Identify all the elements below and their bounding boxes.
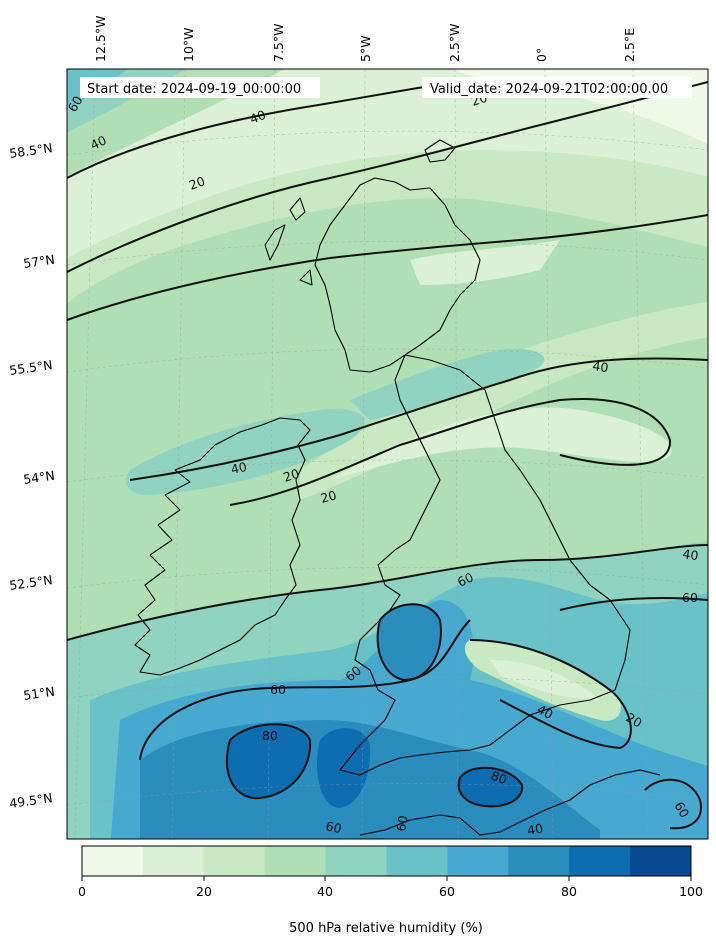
contour-60-wales bbox=[376, 603, 442, 682]
contour-label: 20 bbox=[187, 173, 207, 193]
france-coast bbox=[359, 769, 661, 836]
valid-date-label: Valid_date: 2024-09-21T02:00:00.00 bbox=[430, 82, 668, 97]
colorbar-swatch bbox=[447, 846, 509, 876]
colorbar-tick-label: 40 bbox=[317, 884, 333, 899]
lon-label: 2.5°E bbox=[622, 28, 637, 62]
contour-label: 40 bbox=[248, 107, 268, 127]
lon-label: 7.5°W bbox=[271, 24, 286, 63]
contour-label: 80 bbox=[262, 728, 278, 743]
contour-label: 40 bbox=[682, 546, 700, 563]
contour-40-east-england bbox=[469, 639, 632, 750]
colorbar-tick-label: 20 bbox=[196, 884, 212, 899]
colorbar-swatch bbox=[142, 846, 205, 876]
humidity-field bbox=[67, 69, 708, 839]
contour-label: 40 bbox=[230, 459, 249, 477]
england-wales-coast bbox=[339, 354, 631, 776]
colorbar-tick-label: 0 bbox=[78, 884, 86, 899]
band-10-20-mid bbox=[330, 407, 672, 480]
contour-label: 40 bbox=[592, 358, 610, 375]
band-10-20-north bbox=[67, 69, 708, 259]
contour-label: 20 bbox=[624, 710, 645, 731]
contour-label: 20 bbox=[281, 466, 301, 485]
band-40-50-ireland-north bbox=[126, 408, 365, 496]
coastlines bbox=[134, 139, 661, 836]
contour-40-mid bbox=[129, 357, 708, 481]
contour-80-west bbox=[225, 723, 312, 800]
contour-label: 60 bbox=[324, 818, 343, 836]
scotland-coast bbox=[314, 177, 481, 373]
colorbar-swatch bbox=[325, 846, 387, 876]
core-70-80-wales bbox=[377, 604, 441, 680]
orkney-coast bbox=[424, 139, 456, 163]
contour-80-east bbox=[457, 766, 524, 808]
lon-label: 5°W bbox=[358, 35, 373, 62]
contour-label: 40 bbox=[526, 820, 544, 838]
colorbar-label: 500 hPa relative humidity (%) bbox=[289, 921, 483, 936]
ireland-coast bbox=[134, 417, 311, 676]
contour-labels: 40 40 20 20 40 40 20 20 40 60 60 60 60 4… bbox=[65, 90, 700, 838]
colorbar-swatch bbox=[386, 846, 448, 876]
band-40-50-north-england bbox=[350, 348, 545, 420]
colorbar-swatch bbox=[264, 846, 327, 876]
hebrides-coast bbox=[264, 197, 313, 286]
contour-60-east bbox=[559, 597, 708, 611]
contour-20-mid bbox=[67, 214, 708, 321]
colorbar-frame bbox=[81, 845, 692, 877]
band-10-20-east-england bbox=[490, 660, 600, 700]
core-80-90-east bbox=[458, 767, 523, 807]
lon-label: 10°W bbox=[181, 27, 196, 62]
contour-label: 80 bbox=[489, 768, 509, 788]
colorbar-swatch bbox=[508, 846, 570, 876]
contour-20-north bbox=[67, 81, 708, 273]
contour-60-southeast bbox=[644, 778, 702, 830]
lon-label: 2.5°W bbox=[447, 24, 462, 63]
lat-label: 51°N bbox=[22, 684, 55, 703]
colorbar-swatch bbox=[569, 846, 631, 876]
valid-date-box bbox=[422, 77, 692, 98]
lat-label: 57°N bbox=[22, 252, 55, 271]
contour-60-south bbox=[139, 619, 471, 761]
lat-label: 58.5°N bbox=[8, 140, 53, 161]
contour-label: 40 bbox=[88, 132, 109, 152]
longitude-labels: 12.5°W 10°W 7.5°W 5°W 2.5°W 0° 2.5°E bbox=[93, 16, 637, 62]
contour-20-mid-loop bbox=[229, 398, 672, 506]
colorbar-tick-label: 80 bbox=[561, 884, 577, 899]
lon-label: 0° bbox=[534, 48, 549, 62]
colorbar-swatch bbox=[203, 846, 266, 876]
band-10-20-scotland bbox=[410, 240, 560, 285]
colorbar-tick-label: 100 bbox=[679, 884, 703, 899]
colorbar-swatch bbox=[630, 846, 692, 876]
contour-label: 60 bbox=[65, 93, 86, 114]
lon-label: 12.5°W bbox=[93, 16, 108, 62]
contour-label: 60 bbox=[270, 682, 286, 697]
contour-label: 40 bbox=[535, 701, 556, 722]
lat-label: 54°N bbox=[22, 468, 55, 487]
map-frame bbox=[66, 68, 709, 840]
contour-label: 60 bbox=[393, 814, 411, 832]
colorbar bbox=[82, 846, 692, 876]
contour-label: 60 bbox=[455, 569, 476, 589]
colorbar-swatch bbox=[82, 846, 144, 876]
colorbar-tick-label: 60 bbox=[439, 884, 455, 899]
contour-label: 20 bbox=[319, 487, 338, 506]
start-date-label: Start date: 2024-09-19_00:00:00 bbox=[87, 82, 301, 97]
lat-label: 49.5°N bbox=[8, 790, 53, 811]
start-date-box bbox=[80, 77, 320, 98]
contour-label: 60 bbox=[682, 590, 698, 605]
contour-40-south bbox=[67, 544, 708, 641]
contour-label: 60 bbox=[671, 799, 692, 820]
colorbar-ticks: 0 20 40 60 80 100 bbox=[78, 876, 703, 899]
lat-label: 55.5°N bbox=[8, 357, 53, 378]
lat-label: 52.5°N bbox=[8, 572, 53, 593]
latitude-labels: 58.5°N 57°N 55.5°N 54°N 52.5°N 51°N 49.5… bbox=[8, 140, 55, 811]
